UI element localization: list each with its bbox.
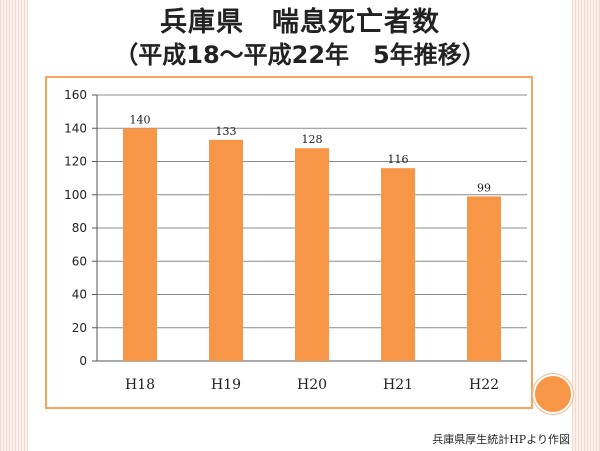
chart-frame: 0 20 40 60 80 100 120 140 160 140 H18 133 H19 128 H20 1… [45,76,533,409]
data-label-H19: 133 [216,125,237,138]
x-tick-label-H20: H20 [297,377,327,393]
left-decorative-stripe [0,0,28,451]
y-tick-label: 40 [72,288,87,302]
bar-H18 [123,128,157,361]
x-tick-label-H22: H22 [469,377,499,393]
y-tick-label: 20 [72,321,87,335]
y-tick-label: 0 [79,354,87,368]
y-tick-label: 120 [64,155,87,169]
bar-H20 [295,148,329,361]
data-label-H22: 99 [477,181,491,194]
bar-chart: 0 20 40 60 80 100 120 140 160 140 H18 133 H19 128 H20 1… [64,88,527,393]
y-tick-label: 60 [72,254,87,268]
data-label-H18: 140 [130,113,151,126]
y-tick-label: 80 [72,221,87,235]
right-decorative-stripe [572,0,600,451]
y-tick-label: 160 [64,88,87,102]
bar-H19 [209,139,243,361]
x-tick-label-H19: H19 [211,377,241,393]
labels: 0 20 40 60 80 100 120 140 160 140 H18 133 H19 128 H20 1… [64,88,499,393]
slide-subtitle: （平成18〜平成22年 5年推移） [114,41,486,69]
slide-title: 兵庫県 喘息死亡者数 [160,7,440,38]
bars [123,128,501,361]
x-tick-label-H21: H21 [383,377,413,393]
data-label-H20: 128 [302,133,323,146]
bar-H22 [467,196,501,361]
bar-H21 [381,168,415,361]
y-tick-label: 100 [64,188,87,202]
data-label-H21: 116 [388,153,409,166]
source-note: 兵庫県厚生統計HPより作図 [432,433,570,446]
y-tick-label: 140 [64,121,87,135]
x-tick-label-H18: H18 [125,377,155,393]
decorative-circle [533,374,573,414]
